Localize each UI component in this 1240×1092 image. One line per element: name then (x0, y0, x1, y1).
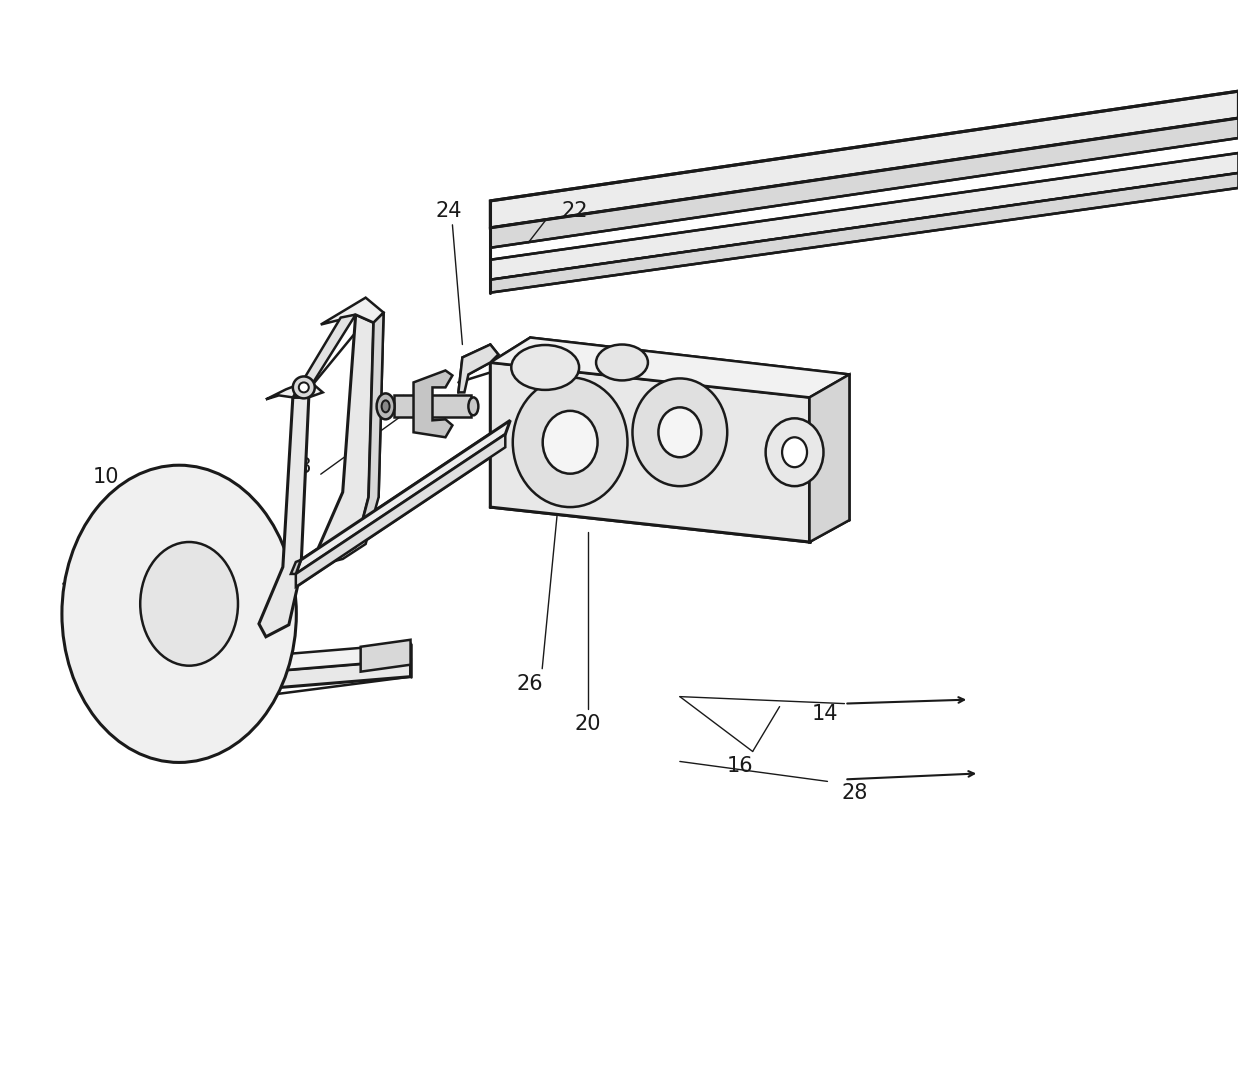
Polygon shape (490, 118, 1239, 248)
Polygon shape (810, 375, 849, 542)
Text: 22: 22 (562, 201, 588, 221)
Polygon shape (321, 298, 383, 324)
Polygon shape (259, 397, 309, 637)
Ellipse shape (469, 397, 479, 415)
Polygon shape (361, 640, 410, 672)
Text: 20: 20 (575, 713, 601, 734)
Ellipse shape (299, 382, 309, 392)
Polygon shape (149, 660, 410, 711)
Text: 10: 10 (93, 467, 119, 487)
Polygon shape (393, 395, 471, 417)
Text: 18: 18 (285, 458, 312, 477)
Polygon shape (331, 312, 383, 562)
Polygon shape (296, 420, 511, 574)
Ellipse shape (62, 465, 296, 762)
Text: 14: 14 (811, 703, 838, 724)
Ellipse shape (511, 345, 579, 390)
Ellipse shape (543, 411, 598, 474)
Ellipse shape (382, 401, 389, 413)
Polygon shape (490, 337, 849, 397)
Text: 26: 26 (517, 674, 543, 693)
Polygon shape (293, 314, 356, 397)
Polygon shape (459, 344, 498, 392)
Ellipse shape (765, 418, 823, 486)
Ellipse shape (513, 378, 627, 507)
Ellipse shape (293, 377, 315, 399)
Polygon shape (490, 173, 1239, 293)
Polygon shape (413, 370, 453, 437)
Polygon shape (149, 664, 169, 711)
Text: 16: 16 (727, 757, 753, 776)
Polygon shape (490, 363, 810, 542)
Ellipse shape (632, 379, 727, 486)
Ellipse shape (658, 407, 702, 458)
Polygon shape (490, 91, 1239, 228)
Polygon shape (291, 560, 301, 574)
Polygon shape (265, 380, 322, 400)
Text: 28: 28 (841, 783, 868, 804)
Text: 24: 24 (435, 201, 461, 221)
Polygon shape (490, 153, 1239, 280)
Polygon shape (149, 644, 410, 693)
Ellipse shape (596, 344, 649, 380)
Text: 12: 12 (61, 582, 87, 602)
Ellipse shape (782, 437, 807, 467)
Polygon shape (296, 435, 505, 586)
Ellipse shape (377, 393, 394, 419)
Polygon shape (319, 314, 373, 562)
Ellipse shape (140, 542, 238, 666)
